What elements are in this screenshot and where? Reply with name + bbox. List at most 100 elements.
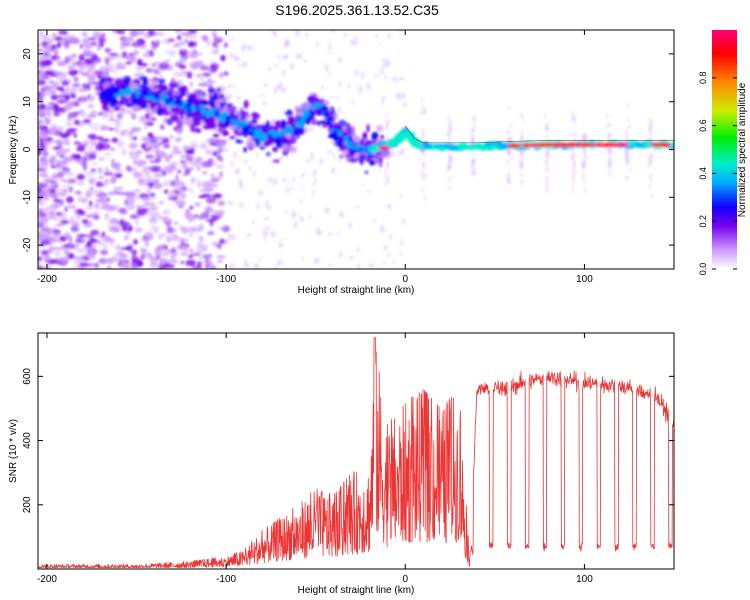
spectrogram-blob [213,34,217,41]
spectrogram-blob [625,151,628,157]
spectrogram-blob [171,107,180,113]
spectrogram-blob [38,48,44,53]
spectrogram-y-tick-label: -10 [22,190,33,205]
spectrogram-blob [110,97,118,106]
spectrogram-blob [399,30,404,34]
spectrogram-blob [546,181,549,187]
spectrogram-blob [208,68,218,73]
spectrogram-blob [160,258,169,263]
spectrogram-blob [119,191,123,195]
spectrogram-blob [134,67,145,70]
spectrogram-blob [216,38,223,44]
spectrogram-blob [145,88,151,93]
spectrogram-blob [199,108,205,113]
spectrogram-blob [49,73,58,77]
spectrogram-blob [187,111,192,118]
spectrogram-blob [225,119,230,128]
spectrogram-blob [99,249,109,256]
spectrogram-blob [72,221,80,225]
spectrogram-blob [507,148,510,154]
spectrogram-blob [87,66,93,72]
spectrogram-blob [87,233,92,240]
spectrogram-blob [389,232,392,241]
spectrogram-blob [295,30,300,37]
spectrogram-blob [70,73,76,77]
spectrogram-blob [71,40,75,44]
spectrogram-blob [44,117,48,120]
spectrogram-blob [197,261,202,268]
spectrogram-blob [271,133,280,138]
spectrogram-blob [133,263,138,266]
spectrogram-blob [216,259,224,263]
spectrogram-blob [181,70,187,74]
spectrogram-blob [170,114,180,123]
spectrogram-blob [62,40,70,47]
spectrogram-blob [104,196,111,203]
spectrogram-blob [230,160,234,167]
spectrogram-blob [91,150,98,154]
spectrogram-blob [217,200,226,206]
spectrogram-blob [288,140,295,145]
spectrogram-blob [216,154,221,162]
spectrogram-blob [38,38,42,42]
spectrogram-blob [387,33,391,39]
spectrogram-blob [125,197,136,205]
spectrogram-blob [225,115,233,121]
spectrogram-blob [574,131,577,137]
spectrogram-blob [57,172,62,179]
spectrogram-blob [129,152,140,160]
spectrogram-blob [303,127,309,133]
spectrogram-blob [141,78,149,86]
spectrogram-blob [522,116,525,122]
spectrogram-blob [187,226,197,233]
spectrogram-blob [104,236,111,242]
spectrogram-blob [293,221,298,229]
spectrogram-blob [63,140,71,146]
spectrogram-blob [125,61,132,65]
spectrogram-blob [268,134,273,139]
spectrogram-blob [133,166,138,173]
spectrogram-blob [345,139,351,143]
spectrogram-blob [126,165,133,173]
spectrogram-blob [326,120,332,126]
spectrogram-blob [87,176,98,183]
spectrogram-blob [163,59,171,63]
spectrogram-blob [112,54,124,60]
spectrogram-blob [274,120,282,128]
spectrogram-blob [145,67,154,73]
spectrogram-blob [42,53,49,58]
spectrogram-blob [223,71,229,76]
spectrogram-blob [310,119,318,126]
spectrogram-blob [326,117,334,122]
spectrogram-blob [314,177,318,182]
spectrogram-blob [582,173,585,179]
spectrogram-blob [183,249,190,253]
spectrogram-blob [191,176,195,184]
spectrogram-blob [189,81,193,88]
spectrogram-blob [281,143,289,152]
spectrogram-blob [385,112,388,118]
spectrogram-blob [39,239,51,246]
spectrogram-blob [46,112,52,117]
spectrogram-blob [157,265,167,269]
spectrogram-blob [354,205,360,209]
spectrogram-blob [91,82,101,85]
snr-y-tick-label: 200 [22,496,33,513]
spectrogram-blob [284,134,293,138]
spectrogram-blob [262,229,269,238]
spectrogram-blob [266,205,272,210]
spectrogram-blob [205,122,214,129]
spectrogram-blob [177,34,182,41]
spectrogram-x-tick-label: -100 [216,274,236,285]
spectrogram-blob [88,200,93,207]
spectrogram-blob [378,161,383,168]
spectrogram-blob [260,146,265,150]
spectrogram-blob [572,156,576,161]
spectrogram-blob [76,175,81,180]
spectrogram-blob [119,45,126,50]
spectrogram-blob [201,72,212,77]
spectrogram-blob [509,136,512,142]
spectrogram-blob [165,38,171,45]
spectrogram-blob [218,72,224,79]
spectrogram-blob [412,142,422,148]
